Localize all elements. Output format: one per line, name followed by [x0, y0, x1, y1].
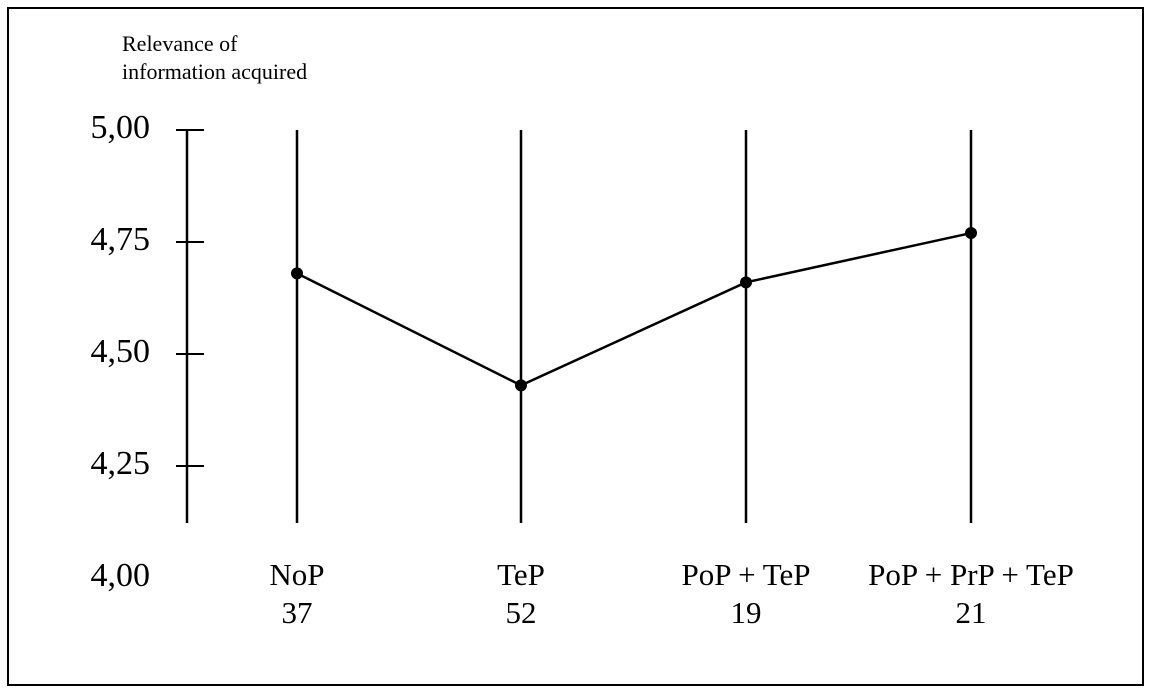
- x-tick-label: TeP: [497, 557, 545, 592]
- y-tick-label: 5,00: [91, 109, 151, 146]
- x-tick-label: PoP + PrP + TeP: [868, 557, 1074, 592]
- x-tick-count: 37: [282, 595, 313, 630]
- x-tick-label: PoP + TeP: [681, 557, 810, 592]
- x-tick-count: 52: [506, 595, 537, 630]
- point: [515, 379, 527, 392]
- y-tick-label: 4,50: [91, 333, 151, 370]
- x-tick-count: 19: [731, 595, 762, 630]
- frame: [7, 7, 1144, 686]
- y-tick-label: 4,75: [91, 221, 151, 258]
- x-tick-count: 21: [956, 595, 987, 630]
- y-axis-label: Relevance of information acquired: [122, 31, 308, 84]
- point: [291, 267, 303, 280]
- y-tick-label: 4,00: [91, 557, 151, 594]
- point: [965, 227, 977, 240]
- x-tick-label: NoP: [269, 557, 324, 592]
- y-tick-label: 4,25: [91, 445, 151, 482]
- point: [740, 276, 752, 289]
- line: [296, 231, 972, 387]
